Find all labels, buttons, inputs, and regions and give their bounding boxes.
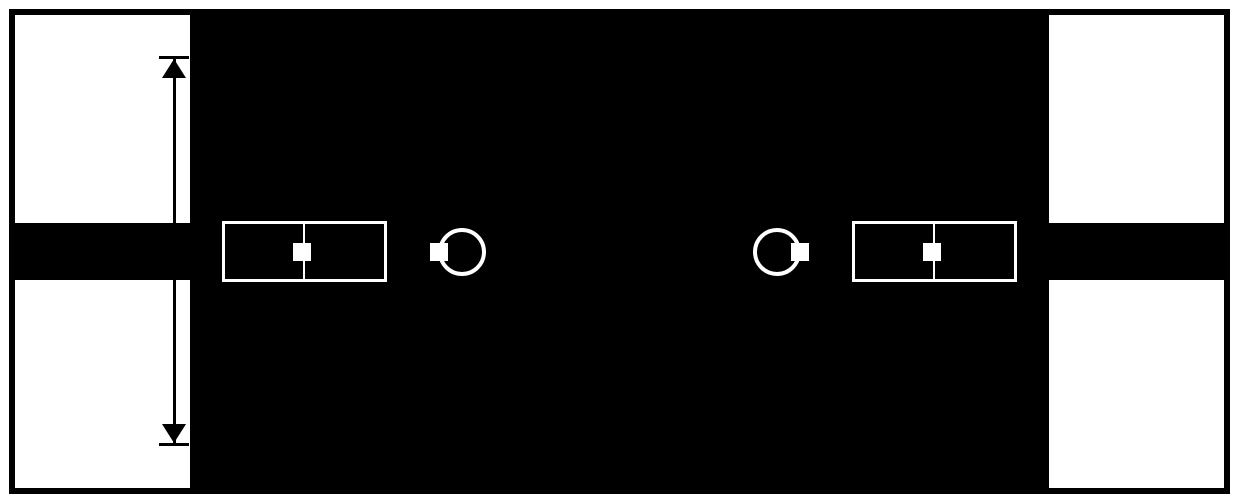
white-square-left-box: [293, 243, 311, 261]
dimension-arrow-shaft: [173, 59, 176, 443]
white-square-right-circle: [791, 243, 809, 261]
dimension-arrow-bottom-cap: [159, 443, 189, 446]
white-square-right-box: [923, 243, 941, 261]
white-square-left-circle: [430, 243, 448, 261]
dimension-arrow-bottom-head-icon: [162, 424, 186, 443]
right-horizontal-bar: [1049, 223, 1224, 280]
